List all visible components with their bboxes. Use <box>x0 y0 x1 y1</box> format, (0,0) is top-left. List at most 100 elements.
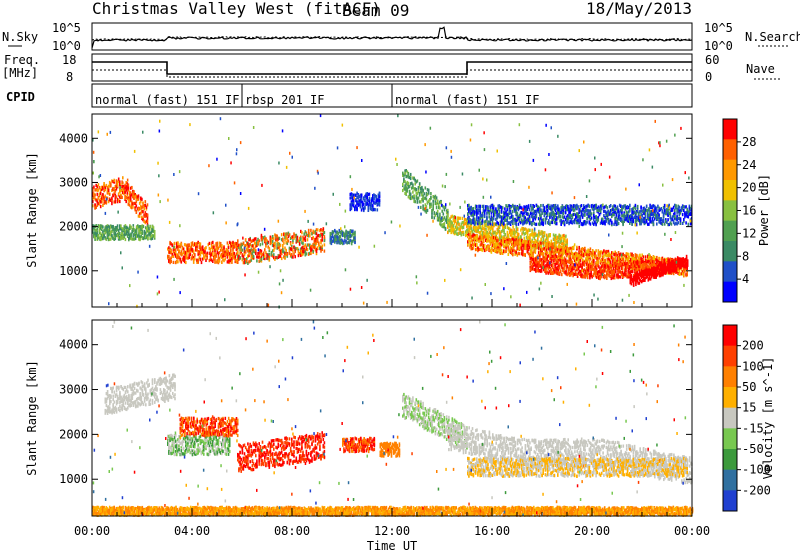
scatter-cell <box>642 260 644 263</box>
scatter-cell <box>519 252 521 255</box>
scatter-cell <box>300 238 302 241</box>
scatter-cell <box>518 233 520 236</box>
scatter-cell <box>547 251 549 254</box>
scatter-cell <box>439 213 441 216</box>
scatter-cell <box>430 192 432 195</box>
scatter-cell <box>476 243 478 246</box>
scatter-cell <box>209 242 211 245</box>
scatter-cell <box>354 237 356 240</box>
scatter-cell <box>626 266 628 269</box>
scatter-cell <box>590 247 592 250</box>
scatter-cell <box>273 237 275 240</box>
scatter-cell <box>372 204 374 207</box>
scatter-cell <box>194 254 196 257</box>
scatter-cell <box>119 200 121 203</box>
scatter-cell <box>138 194 140 197</box>
cpid-mode-label: normal (fast) 151 IF <box>395 93 540 107</box>
scatter-cell <box>508 253 510 256</box>
scatter-cell <box>361 193 363 196</box>
scatter-cell <box>121 196 123 199</box>
scatter-cell <box>122 182 124 185</box>
scatter-cell <box>281 233 283 236</box>
scatter-cell <box>109 193 111 196</box>
scatter-cell <box>473 247 475 250</box>
scatter-cell <box>284 257 286 260</box>
scatter-cell <box>112 225 114 228</box>
scatter-cell <box>551 240 553 243</box>
scatter-cell <box>269 259 271 262</box>
scatter-cell <box>653 261 655 264</box>
scatter-cell <box>524 254 526 257</box>
noise-panel: N.Sky 10^5 10^0 10^5 10^0 N.Search <box>2 21 800 53</box>
scatter-cell <box>541 270 543 273</box>
scatter-cell <box>447 214 449 217</box>
scatter-cell <box>173 261 175 264</box>
scatter-cell <box>565 235 567 238</box>
scatter-cell <box>316 250 318 253</box>
scatter-cell <box>125 200 127 203</box>
scatter-cell <box>147 237 149 240</box>
scatter-cell <box>193 261 195 264</box>
scatter-cell <box>503 229 505 232</box>
noise-search-label: N.Search <box>745 30 800 44</box>
scatter-cell <box>281 257 283 260</box>
scatter-cell <box>242 249 244 252</box>
station-title: Christmas Valley West (fitACF) <box>92 0 381 18</box>
scatter-cell <box>408 182 410 185</box>
scatter-cell <box>255 237 257 240</box>
scatter-cell <box>561 273 563 276</box>
scatter-cell <box>111 202 113 205</box>
scatter-cell <box>237 239 239 242</box>
scatter-cell <box>136 204 138 207</box>
scatter-cell <box>622 268 624 271</box>
scatter-cell <box>614 274 616 277</box>
scatter-cell <box>223 246 225 249</box>
scatter-cell <box>154 230 156 233</box>
scatter-cell <box>206 257 208 260</box>
scatter-cell <box>532 255 534 258</box>
scatter-cell <box>462 217 464 220</box>
scatter-cell <box>186 253 188 256</box>
scatter-cell <box>193 250 195 253</box>
scatter-cell <box>421 186 423 189</box>
scatter-cell <box>431 216 433 219</box>
scatter-cell <box>147 217 149 220</box>
scatter-cell <box>551 259 553 262</box>
scatter-cell <box>127 191 129 194</box>
scatter-cell <box>598 260 600 263</box>
scatter-cell <box>202 245 204 248</box>
scatter-cell <box>299 242 301 245</box>
scatter-cell <box>428 192 430 195</box>
noise-panel-frame <box>92 23 692 50</box>
scatter-cell <box>437 210 439 213</box>
scatter-cell <box>302 242 304 245</box>
scatter-cell <box>369 193 371 196</box>
scatter-cell <box>364 206 366 209</box>
scatter-cell <box>420 206 422 209</box>
scatter-cell <box>212 241 214 244</box>
scatter-cell <box>563 267 565 270</box>
scatter-cell <box>504 233 506 236</box>
scatter-cell <box>512 253 514 256</box>
scatter-cell <box>120 224 122 227</box>
scatter-cell <box>130 198 132 201</box>
scatter-cell <box>307 238 309 241</box>
scatter-cell <box>354 231 356 234</box>
scatter-cell <box>508 246 510 249</box>
scatter-cell <box>206 252 208 255</box>
scatter-cell <box>535 240 537 243</box>
scatter-cell <box>366 196 368 199</box>
scatter-cell <box>324 231 326 234</box>
scatter-cell <box>374 208 376 211</box>
scatter-cell <box>119 180 121 183</box>
scatter-cell <box>417 179 419 182</box>
scatter-cell <box>132 206 134 209</box>
scatter-cell <box>379 203 381 206</box>
scatter-cell <box>584 262 586 265</box>
scatter-cell <box>463 233 465 236</box>
scatter-cell <box>410 193 412 196</box>
scatter-cell <box>115 200 117 203</box>
scatter-cell <box>143 225 145 228</box>
scatter-cell <box>128 183 130 186</box>
scatter-cell <box>436 196 438 199</box>
